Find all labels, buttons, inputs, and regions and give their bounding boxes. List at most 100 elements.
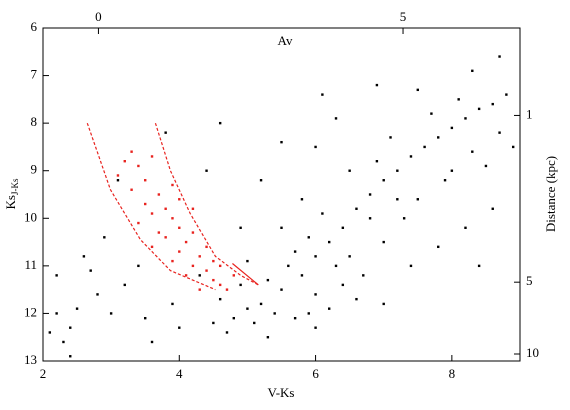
data-point [218, 121, 222, 125]
y-tick-label: 9 [31, 162, 38, 177]
data-point [89, 269, 92, 272]
data-point [259, 302, 263, 306]
data-point [341, 226, 345, 229]
data-point [123, 160, 126, 163]
data-point [437, 245, 440, 249]
data-point [130, 150, 133, 153]
data-point [259, 179, 263, 182]
data-point [178, 326, 181, 329]
data-point [416, 198, 419, 201]
data-point [75, 307, 79, 310]
data-point [266, 336, 270, 339]
y-axis-label-sub: J-Ks [10, 178, 20, 195]
data-point [368, 193, 372, 196]
data-point [382, 240, 385, 244]
data-point [198, 255, 201, 258]
data-point [321, 93, 324, 96]
data-point [82, 255, 86, 258]
y-axis-label-main: Ks [3, 195, 18, 209]
data-point [164, 131, 167, 134]
data-point [505, 93, 508, 96]
data-point [314, 145, 317, 149]
data-point [150, 155, 154, 158]
data-point [218, 283, 222, 287]
data-point [450, 169, 454, 172]
right-tick-label: 5 [526, 273, 533, 288]
x-tick-label: 2 [40, 366, 47, 381]
data-point [314, 293, 317, 296]
data-point [328, 307, 331, 310]
data-point [239, 283, 242, 287]
x-axis-label: V-Ks [268, 385, 295, 400]
curve [154, 122, 259, 286]
data-point [484, 164, 488, 168]
data-point [300, 198, 304, 201]
top-tick-label: 5 [400, 9, 407, 24]
y-tick-label: 10 [24, 209, 37, 224]
data-point [205, 169, 208, 172]
data-point [116, 174, 120, 177]
data-point [212, 278, 215, 282]
data-point [362, 274, 365, 277]
data-point [212, 321, 215, 325]
data-point [137, 164, 140, 168]
data-point [48, 331, 52, 334]
data-point [225, 331, 229, 334]
data-point [198, 288, 201, 291]
data-point [348, 255, 351, 258]
plot-frame [42, 27, 521, 362]
data-point [389, 136, 392, 139]
data-point [225, 288, 229, 291]
data-point [191, 264, 195, 268]
data-point [511, 145, 515, 149]
data-point [205, 269, 208, 272]
data-point [321, 212, 324, 215]
data-point [164, 236, 167, 239]
data-point [171, 217, 174, 220]
data-point [409, 155, 413, 158]
data-point [137, 221, 140, 225]
data-point [471, 150, 474, 153]
data-point [205, 245, 208, 249]
data-point [334, 264, 338, 268]
data-point [246, 259, 249, 263]
data-point [334, 117, 338, 120]
data-point [178, 226, 181, 229]
data-point [103, 236, 106, 239]
right-tick-label: 1 [526, 106, 533, 121]
data-point [423, 145, 426, 149]
data-point [402, 217, 406, 220]
y-axis-label: KsJ-Ks [3, 178, 20, 209]
data-point [368, 217, 372, 220]
data-point [300, 274, 304, 277]
y-tick-label: 8 [31, 114, 38, 129]
data-point [307, 236, 310, 239]
data-point [266, 278, 270, 282]
data-point [150, 245, 154, 249]
data-point [184, 240, 188, 244]
data-point [341, 283, 345, 287]
data-point [375, 83, 379, 87]
y-tick-label: 7 [31, 67, 38, 82]
data-point [498, 131, 501, 134]
data-point [164, 207, 167, 210]
data-point [239, 226, 242, 229]
data-point [109, 312, 113, 315]
data-point [212, 259, 215, 263]
data-point [293, 250, 297, 253]
data-point [171, 259, 174, 263]
data-point [450, 126, 454, 130]
data-point [314, 255, 317, 258]
data-point [396, 198, 399, 201]
data-point [232, 274, 235, 277]
data-point [171, 302, 174, 306]
data-point [457, 98, 460, 101]
data-point [287, 264, 290, 268]
y-tick-label: 6 [31, 19, 38, 34]
data-point [437, 136, 440, 139]
data-point [55, 312, 58, 315]
data-point [477, 107, 481, 111]
data-point [477, 264, 481, 268]
data-point [116, 179, 120, 182]
